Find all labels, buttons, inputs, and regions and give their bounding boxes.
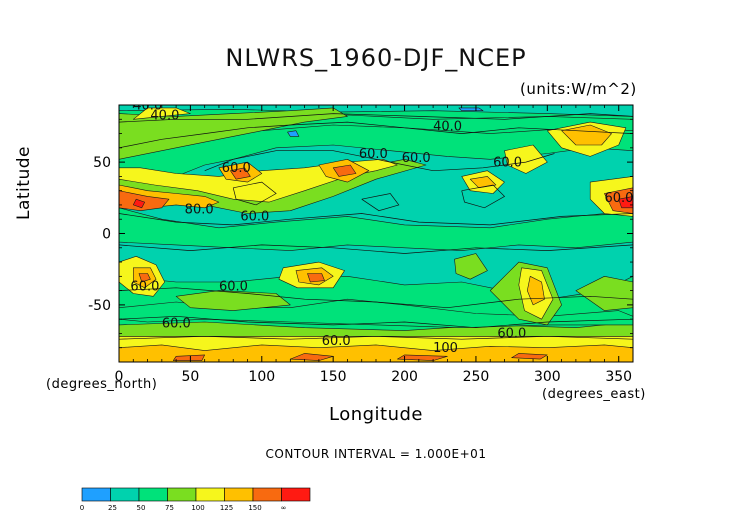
contour-region-26 (469, 176, 497, 189)
contour-label-1: 40.0 (150, 108, 179, 123)
contour-line-6 (119, 315, 633, 329)
contour-region-4 (511, 353, 548, 360)
contour-label-15: 100 (433, 341, 458, 356)
contour-label-2: 40.0 (433, 120, 462, 135)
colorbar-label-0: 0 (80, 504, 84, 512)
contour-region-14 (119, 107, 348, 160)
x-axis-title: Longitude (328, 404, 424, 425)
contour-line-7 (119, 335, 633, 340)
contour-line-3 (119, 213, 633, 226)
contour-line-2 (204, 150, 555, 172)
contour-label-5: 60.0 (493, 155, 522, 170)
contour-region-42 (526, 275, 545, 306)
colorbar-swatch-7 (281, 487, 311, 502)
contour-label-14: 60.0 (322, 334, 351, 349)
contour-region-13 (287, 130, 300, 137)
colorbar-swatch-2 (138, 487, 168, 502)
contour-label-layer: 40.040.040.060.060.0 60.060.060.080.0 60.0… (130, 98, 633, 356)
contour-label-3: 60.0 (222, 161, 251, 176)
y-tick-label-0: 0 (102, 227, 111, 243)
x-tick-label-50: 50 (181, 369, 199, 385)
colorbar-swatch-3 (167, 487, 197, 502)
y-tick-label-50: 50 (93, 155, 111, 171)
colorbar-label-7: ∞ (281, 504, 287, 512)
contour-region-44 (454, 253, 488, 280)
contour-line-5 (119, 287, 633, 309)
contour-region-5 (173, 354, 205, 361)
contour-region-22 (230, 167, 251, 180)
contour-interval-text: CONTOUR INTERVAL = 1.000E+01 (265, 447, 487, 461)
x-tick-label-0: 0 (115, 369, 124, 385)
y-unit-label: (degrees_north) (46, 377, 158, 392)
contour-region-8 (119, 207, 633, 251)
contour-line-0 (119, 121, 633, 149)
colorbar-swatch-4 (195, 487, 225, 502)
contour-label-12: 60.0 (162, 317, 191, 332)
contour-line-9 (461, 184, 506, 209)
chart-title: NLWRS_1960-DJF_NCEP (225, 44, 527, 72)
contour-label-11: 60.0 (219, 280, 248, 295)
x-tick-label-350: 350 (605, 369, 632, 385)
colorbar-label-1: 25 (108, 504, 117, 512)
y-tick-label--50: -50 (88, 298, 111, 314)
contour-region-39 (175, 290, 291, 311)
contour-label-8: 80.0 (185, 203, 214, 218)
colorbar: 0 25 50 75 100 125 150 ∞ (80, 487, 311, 512)
axis-layer: 0 50 100 150 200 250 300 350 50 0 -50 (88, 104, 634, 385)
x-tick-label-100: 100 (248, 369, 275, 385)
x-tick-label-250: 250 (463, 369, 490, 385)
contour-label-6: 60.0 (359, 147, 388, 162)
contour-region-24 (332, 164, 357, 177)
colorbar-label-3: 75 (165, 504, 174, 512)
colorbar-label-2: 50 (137, 504, 146, 512)
contour-label-7: 60.0 (604, 191, 633, 206)
contour-region-20 (133, 198, 145, 209)
colorbar-swatch-5 (224, 487, 254, 502)
contour-label-4: 60.0 (402, 151, 431, 166)
contour-label-10: 60.0 (130, 280, 159, 295)
colorbar-swatch-0 (81, 487, 111, 502)
contour-line-8 (232, 181, 277, 206)
x-tick-label-150: 150 (320, 369, 347, 385)
contour-line-10 (361, 193, 400, 212)
units-label: (units:W/m^2) (520, 80, 637, 98)
contour-region-19 (119, 190, 170, 211)
contour-region-27 (504, 144, 548, 174)
contour-line-1 (119, 113, 633, 123)
contour-label-13: 60.0 (497, 327, 526, 342)
contour-region-32 (618, 196, 633, 209)
contour-region-35 (138, 273, 151, 283)
colorbar-swatch-6 (252, 487, 282, 502)
contour-label-9: 60.0 (240, 210, 269, 225)
contour-region-38 (307, 273, 325, 283)
contour-region-15 (133, 107, 191, 120)
contour-line-4 (119, 244, 633, 254)
colorbar-label-6: 150 (248, 504, 261, 512)
contour-region-29 (561, 124, 612, 146)
contour-region-12 (458, 107, 484, 111)
x-tick-label-300: 300 (534, 369, 561, 385)
colorbar-label-4: 100 (191, 504, 204, 512)
colorbar-swatch-1 (110, 487, 140, 502)
colorbar-label-5: 125 (220, 504, 233, 512)
contour-region-1 (119, 344, 633, 362)
x-tick-label-200: 200 (391, 369, 418, 385)
contour-region-9 (119, 298, 633, 329)
x-unit-label: (degrees_east) (542, 387, 646, 402)
contour-line-layer (119, 113, 633, 340)
contour-label-0: 40.0 (133, 98, 162, 113)
contour-region-43 (575, 275, 633, 311)
